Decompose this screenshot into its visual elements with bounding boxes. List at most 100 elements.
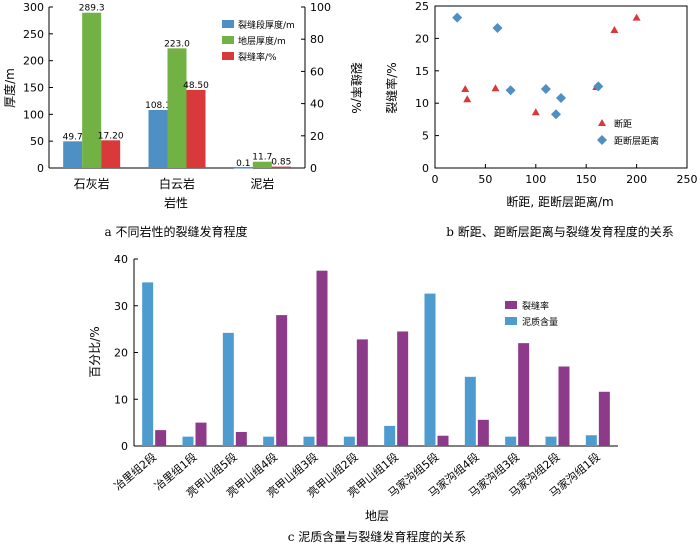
panel-c-category-label: 冶里组2段 [111,450,159,494]
panel-a-y2label: 裂缝率/% [349,62,364,113]
panel-b-point [531,108,540,116]
panel-c-bar [195,422,207,446]
panel-b-point [505,85,516,96]
panel-c-bar [142,282,154,446]
panel-c-bar [437,435,449,446]
panel-c-bar [384,425,396,446]
panel-b-legend-label: 距断层距离 [614,135,659,147]
panel-a-data-label: 49.7 [63,132,83,142]
panel-b: 0 50 100 150 200 250 0 5 10 15 20 25 裂缝率/% 断距, 距断层… [384,0,698,239]
panel-a-caption: a 不同岩性的裂缝发育程度 [105,224,248,239]
panel-b-ytick-label: 20 [415,32,429,45]
panel-b-xtick-label: 150 [576,173,597,186]
panel-a-data-label: 48.50 [183,81,209,91]
panel-c-bar [464,376,476,446]
panel-b-point [550,109,561,120]
panel-c-xlabel: 地层 [365,509,389,523]
panel-c-caption: c 泥质含量与裂缝发育程度的关系 [288,529,467,544]
panel-a-data-label: 0.85 [271,158,291,168]
panel-a-bar [82,12,102,168]
panel-b-xtick-label: 0 [432,173,439,186]
panel-b-ytick-label: 5 [422,130,429,143]
panel-a-bar [233,167,253,169]
panel-a-ytick-label: 100 [23,108,44,121]
panel-a-ytick-label: 250 [23,28,44,41]
panel-a-y2tick-label: 60 [310,65,324,78]
panel-b-point [492,23,503,34]
panel-a-y2tick-label: 0 [310,162,317,175]
panel-a-ytick-label: 150 [23,82,44,95]
panel-a-legend-swatch [222,52,234,60]
panel-a-legend: 裂缝段厚度/m 地层厚度/m 裂缝率/% [222,19,295,63]
panel-a-bar [186,89,206,168]
panel-c-bar [585,435,597,446]
panel-c-bar [235,431,247,446]
panel-c-legend-swatch [505,317,517,325]
panel-c-bar [316,270,328,446]
panel-c-legend-swatch [505,301,517,309]
panel-c-bar [222,332,234,446]
panel-a-y2tick-label: 40 [310,98,324,111]
panel-b-point [463,95,472,103]
panel-c-bar [276,315,288,446]
panel-b-point [556,93,566,104]
panel-a-legend-label: 地层厚度/m [238,35,286,47]
panel-c-bar [545,436,557,446]
panel-a-data-label: 17.20 [98,131,124,141]
panel-a-y2tick-label: 20 [310,130,324,143]
panel-a-y2tick-label: 100 [310,1,331,14]
panel-a-bar [167,48,187,168]
panel-b-point [610,25,619,33]
panel-a-legend-label: 裂缝率/% [238,51,277,63]
panel-c-bar [477,419,489,446]
panel-a-bar [101,140,121,168]
panel-c-ytick-label: 30 [114,300,128,313]
panel-b-ytick-label: 15 [415,65,429,78]
panel-c-bar [356,339,368,446]
panel-c-bar [558,366,570,446]
panel-b-legend-marker [597,135,607,145]
panel-c-bar [505,436,517,446]
panel-b-ytick-label: 25 [415,0,429,13]
panel-b-plot-frame [434,5,688,169]
panel-a-legend-swatch [222,36,234,44]
panel-c-ytick-label: 20 [114,347,128,360]
panel-a-data-label: 223.0 [164,39,190,49]
panel-c-bar [598,391,610,446]
panel-c-bar [397,331,409,446]
panel-c-bar [155,430,167,446]
panel-a: 0 50 100 150 200 250 300 0 20 40 60 80 100 49.7 289.… [2,1,364,239]
panel-a-bar [252,161,272,168]
panel-c-bar [303,436,315,446]
panel-c-ytick-label: 10 [114,393,128,406]
panel-a-bar [63,141,83,168]
panel-c-bar [263,436,275,446]
panel-b-legend-marker [598,119,606,126]
panel-a-bar [271,166,291,168]
panel-a-ylabel: 厚度/m [2,68,17,108]
panel-c-bar [518,343,530,446]
panel-b-xtick-label: 100 [525,173,546,186]
panel-b-point [461,84,470,92]
panel-b-xtick-label: 50 [478,173,492,186]
panel-b-xlabel: 断距, 距断层距离/m [506,194,613,209]
panel-a-data-label: 289.3 [79,4,105,14]
panel-c-ytick-label: 0 [121,440,128,453]
panel-a-legend-swatch [222,20,234,28]
panel-c-bar [182,436,194,446]
panel-a-bar [148,109,168,168]
panel-b-point [632,13,641,21]
panel-a-data-label: 0.1 [236,159,250,169]
panel-b-xtick-label: 250 [677,173,698,186]
panel-a-category-label: 石灰岩 [74,176,110,191]
panel-c-ylabel: 百分比/% [88,326,102,377]
panel-a-ytick-label: 200 [23,55,44,68]
panel-b-legend-label: 断距 [614,118,632,130]
panel-a-data-label: 11.7 [252,153,272,163]
panel-b-point [491,84,500,92]
panel-c-ytick-label: 40 [114,253,128,266]
